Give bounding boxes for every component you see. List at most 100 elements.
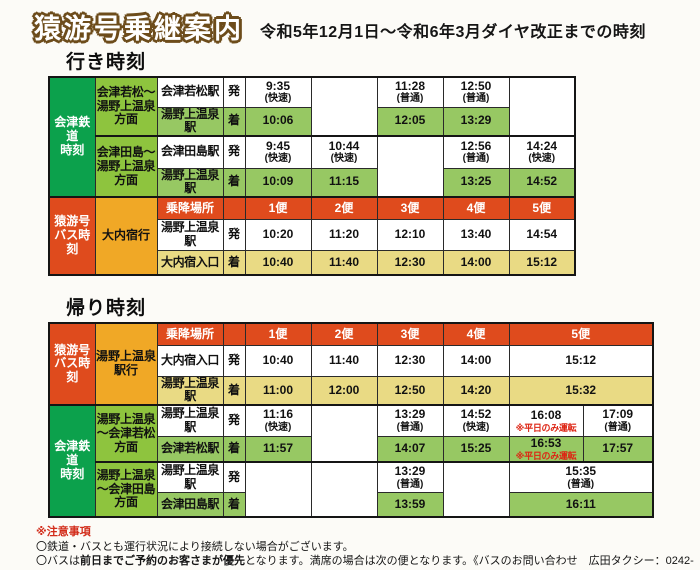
time-cell: 13:29 (普通) [376, 404, 444, 437]
time-cell: 15:32 [508, 375, 654, 406]
outbound-table: 会津鉄道 時刻 会津若松〜 湯野上温泉 方面 会津若松駅 発 9:35 (快速) … [48, 76, 576, 277]
notes: ※注意事項 〇鉄道・バスとも運行状況により接続しない場合がございます。 〇バスは… [36, 525, 700, 570]
time-cell: 14:52 [508, 167, 576, 198]
station-cell: 湯野上温泉駅 [156, 404, 224, 437]
dep-mark: 発 [222, 218, 246, 251]
time-cell: 11:40 [310, 249, 378, 276]
arr-mark: 着 [222, 167, 246, 198]
table-row: 大内宿入口 発 10:40 11:40 12:30 14:00 15:12 [49, 344, 654, 377]
time-cell: 10:44 (快速) [310, 135, 378, 169]
table-row: 大内宿入口 着 10:40 11:40 12:30 14:00 15:12 [49, 249, 576, 276]
time-cell: 11:57 [244, 435, 312, 463]
time-cell: 14:24 (快速) [508, 135, 576, 169]
time-cell-weekday: 16:08 ※平日のみ運転 [508, 404, 584, 437]
direction-cell: 会津田島〜 湯野上温泉 方面 [94, 135, 158, 198]
flyer-subtitle: 令和5年12月1日〜令和6年3月ダイヤ改正までの時刻 [260, 24, 646, 41]
service-header: 1便 [244, 196, 312, 220]
time-cell: 15:35 (普通) [508, 460, 654, 494]
time-cell: 11:20 [310, 218, 378, 251]
time-cell: 11:28 (普通) [376, 76, 444, 108]
blank-header [222, 322, 246, 346]
service-header: 4便 [442, 322, 510, 346]
outbound-heading: 行き時刻 [66, 52, 147, 73]
blank-header [222, 196, 246, 220]
time-cell: 14:07 [376, 435, 444, 463]
time-cell: 15:12 [508, 249, 576, 276]
time-cell: 12:56 (普通) [442, 135, 510, 169]
station-cell: 湯野上温泉駅 [156, 218, 224, 251]
service-header: 1便 [244, 322, 312, 346]
time-cell: 11:16 (快速) [244, 404, 312, 437]
time-cell-weekday: 16:53 ※平日のみ運転 [508, 435, 584, 463]
table-row: 湯野上温泉駅 着 11:00 12:00 12:50 14:20 15:32 [49, 375, 654, 406]
direction-cell: 湯野上温泉 〜会津田島 方面 [94, 460, 158, 518]
service-header: 2便 [310, 196, 378, 220]
empty-cell [508, 76, 576, 137]
arr-mark: 着 [222, 249, 246, 276]
bus-section-label: 猿游号 バス時刻 [48, 322, 96, 406]
inbound-table: 猿游号 バス時刻 湯野上温泉 駅行 乗降場所 1便 2便 3便 4便 5便 大内… [48, 322, 654, 518]
dep-mark: 発 [222, 460, 246, 494]
time-cell: 16:11 [508, 492, 654, 518]
time-cell: 14:52 (快速) [442, 404, 510, 437]
station-cell: 湯野上温泉駅 [156, 106, 224, 137]
time-cell: 14:00 [442, 249, 510, 276]
notes-title: ※注意事項 [36, 525, 91, 538]
time-cell: 11:15 [310, 167, 378, 198]
arr-mark: 着 [222, 492, 246, 518]
dep-mark: 発 [222, 76, 246, 108]
flyer-header: 猿游号乗継案内 令和5年12月1日〜令和6年3月ダイヤ改正までの時刻 [0, 0, 700, 43]
time-cell: 12:30 [376, 249, 444, 276]
table-row: 会津田島駅 着 13:59 16:11 [49, 492, 654, 518]
time-cell: 17:57 [582, 435, 654, 463]
time-cell: 15:12 [508, 344, 654, 377]
station-cell: 湯野上温泉駅 [156, 460, 224, 494]
direction-cell: 会津若松〜 湯野上温泉 方面 [94, 76, 158, 137]
time-cell: 10:40 [244, 344, 312, 377]
bus-section-label: 猿游号 バス時刻 [48, 196, 96, 276]
dep-mark: 発 [222, 404, 246, 437]
service-header: 4便 [442, 196, 510, 220]
station-cell: 会津田島駅 [156, 135, 224, 169]
time-cell: 10:40 [244, 249, 312, 276]
time-cell: 15:25 [442, 435, 510, 463]
table-row: 会津鉄道 時刻 湯野上温泉 〜会津若松 方面 湯野上温泉駅 発 11:16 (快速… [48, 404, 654, 518]
time-cell: 11:40 [310, 344, 378, 377]
flyer-title: 猿游号乗継案内 [34, 14, 244, 44]
service-header: 3便 [376, 196, 444, 220]
time-cell: 10:06 [244, 106, 312, 137]
time-cell: 17:09 (普通) [582, 404, 654, 437]
time-cell: 12:10 [376, 218, 444, 251]
dep-mark: 発 [222, 135, 246, 169]
table-row: 会津若松駅 着 11:57 14:07 15:25 16:53 ※平日のみ運転 1… [49, 435, 654, 463]
time-cell: 12:30 [376, 344, 444, 377]
service-header: 2便 [310, 322, 378, 346]
time-cell: 13:29 [442, 106, 510, 137]
station-cell: 湯野上温泉駅 [156, 167, 224, 198]
service-header: 5便 [508, 322, 654, 346]
time-cell: 13:59 [376, 492, 444, 518]
station-cell: 会津田島駅 [156, 492, 224, 518]
time-cell: 10:20 [244, 218, 312, 251]
dep-mark: 発 [222, 344, 246, 377]
time-cell: 13:40 [442, 218, 510, 251]
time-cell: 12:05 [376, 106, 444, 137]
note-line: 〇鉄道・バスとも運行状況により接続しない場合がございます。 [36, 540, 354, 553]
boarding-header: 乗降場所 [156, 322, 224, 346]
table-row: 猿游号 バス時刻 大内宿行 乗降場所 1便 2便 3便 4便 5便 [48, 196, 576, 276]
time-cell: 13:29 (普通) [376, 460, 444, 494]
time-cell: 9:45 (快速) [244, 135, 312, 169]
time-cell: 13:25 [442, 167, 510, 198]
station-cell: 会津若松駅 [156, 76, 224, 108]
table-row: 湯野上温泉駅 着 10:09 11:15 13:25 14:52 [49, 167, 576, 198]
station-cell: 大内宿入口 [156, 344, 224, 377]
table-row: 湯野上温泉 〜会津田島 方面 湯野上温泉駅 発 13:29 (普通) 15:35(… [49, 460, 654, 518]
empty-cell [442, 460, 510, 518]
empty-cell [310, 460, 378, 518]
time-cell: 14:20 [442, 375, 510, 406]
station-cell: 大内宿入口 [156, 249, 224, 276]
service-header: 3便 [376, 322, 444, 346]
boarding-header: 乗降場所 [156, 196, 224, 220]
bus-destination: 大内宿行 [94, 196, 158, 276]
